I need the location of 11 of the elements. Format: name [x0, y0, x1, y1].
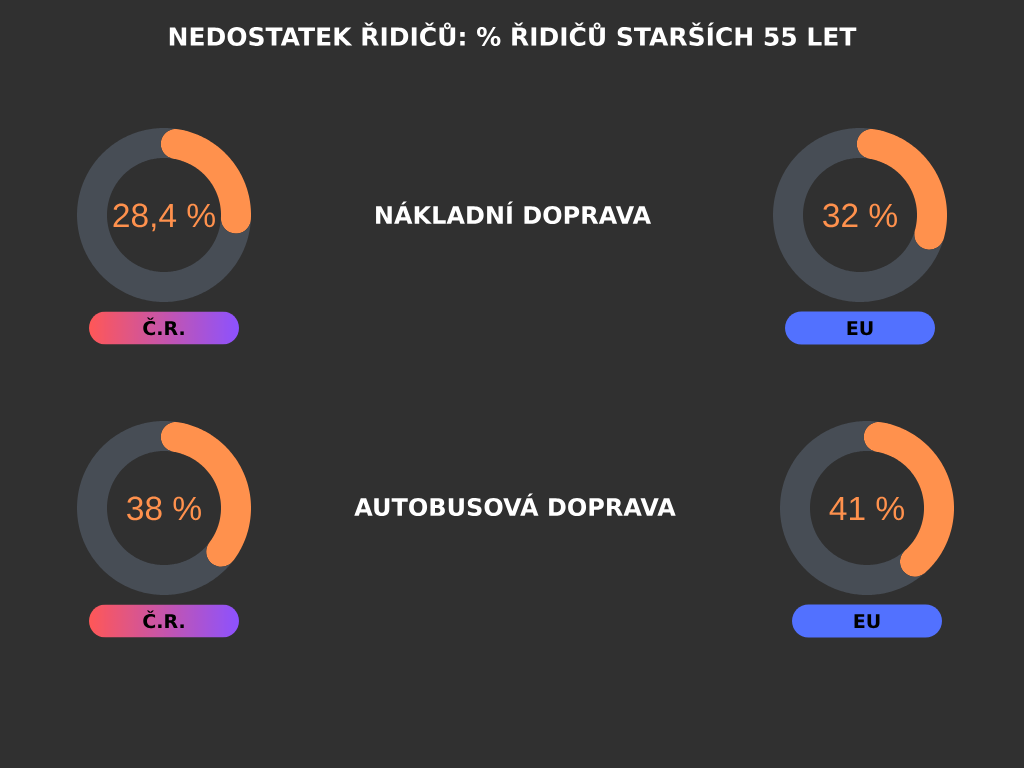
text: EU [854, 614, 880, 629]
text: AUTOBUSOVÁ DOPRAVA [354, 493, 676, 517]
text: Č.R. [143, 610, 184, 629]
text: Č.R. [143, 317, 184, 336]
text: 38 % [127, 496, 201, 521]
text: EU [847, 321, 873, 336]
text: 32 % [823, 203, 897, 228]
text: 28,4 % [113, 203, 215, 232]
text: NEDOSTATEK ŘIDIČŮ: % ŘIDIČŮ STARŠÍCH 55 LET [169, 22, 857, 46]
text: NÁKLADNÍ DOPRAVA [376, 201, 652, 225]
text: 41 % [829, 496, 904, 521]
